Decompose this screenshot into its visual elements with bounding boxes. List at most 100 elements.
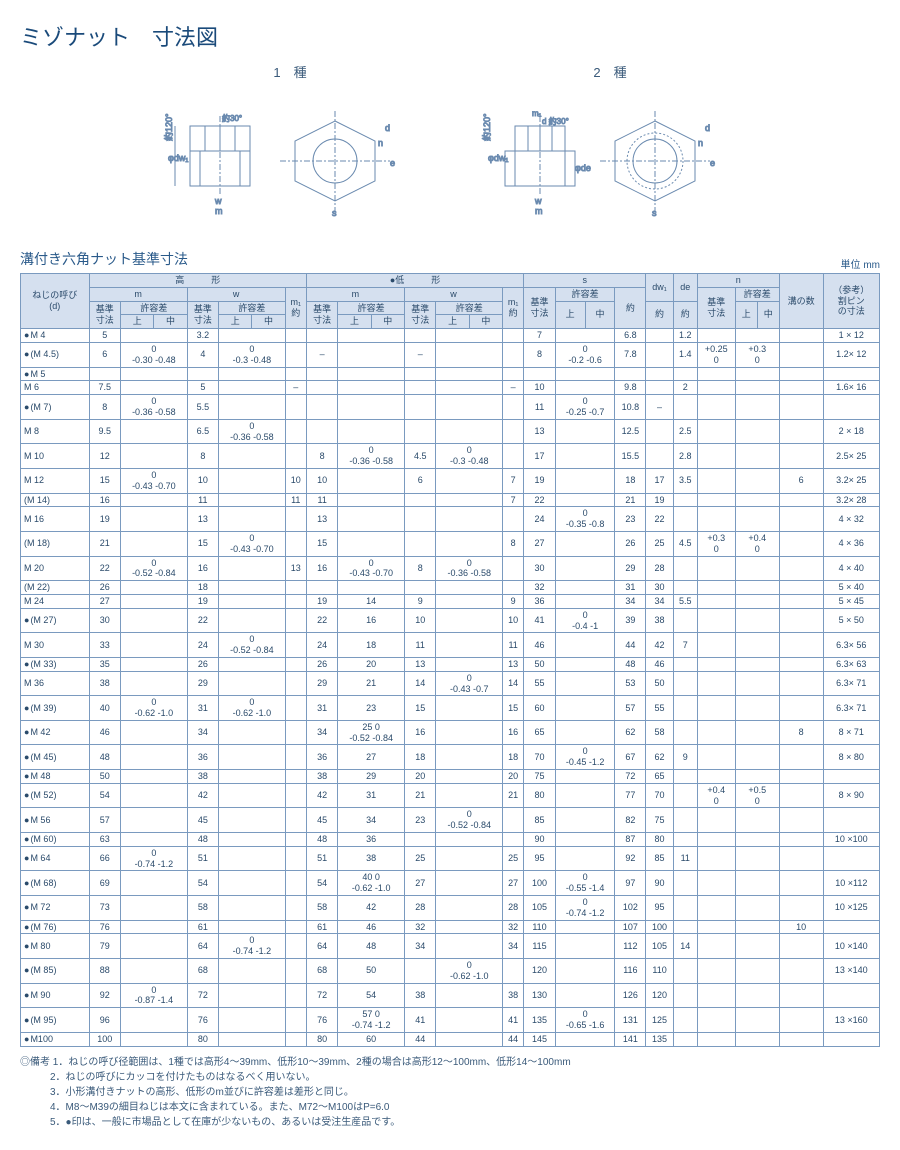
cell: 70 bbox=[524, 745, 556, 770]
cell bbox=[404, 419, 436, 444]
cell: 131 bbox=[615, 1008, 646, 1033]
hdr-low: ●低 形 bbox=[306, 274, 523, 288]
cell bbox=[735, 329, 779, 343]
cell: 9.5 bbox=[89, 419, 121, 444]
cell: 30 bbox=[646, 581, 673, 595]
cell: 44 bbox=[502, 1032, 523, 1046]
cell: (M 39) bbox=[21, 696, 90, 721]
cell: 2.8 bbox=[673, 444, 697, 469]
cell bbox=[735, 381, 779, 395]
cell: 34 bbox=[404, 934, 436, 959]
cell: 34 bbox=[615, 594, 646, 608]
cell: 48 bbox=[306, 833, 338, 847]
cell bbox=[338, 531, 405, 556]
cell bbox=[735, 871, 779, 896]
cell bbox=[404, 581, 436, 595]
hdr-lmbase: 基準寸法 bbox=[306, 301, 338, 329]
cell: 10 bbox=[285, 468, 306, 493]
cell: 31 bbox=[187, 696, 219, 721]
cell: 66 bbox=[89, 846, 121, 871]
hdr-dw: dw₁ bbox=[646, 274, 673, 302]
cell bbox=[697, 419, 735, 444]
cell: 29 bbox=[615, 556, 646, 581]
cell bbox=[673, 983, 697, 1008]
cell: 26 bbox=[187, 657, 219, 671]
cell bbox=[502, 444, 523, 469]
cell bbox=[338, 395, 405, 420]
svg-text:約120°: 約120° bbox=[163, 113, 174, 141]
cell bbox=[219, 581, 286, 595]
cell: 19 bbox=[89, 507, 121, 532]
cell bbox=[615, 367, 646, 381]
cell bbox=[823, 1032, 879, 1046]
cell: 51 bbox=[187, 846, 219, 871]
cell bbox=[338, 493, 405, 507]
cell: 9 bbox=[673, 745, 697, 770]
cell: 21 bbox=[615, 493, 646, 507]
cell bbox=[285, 696, 306, 721]
cell bbox=[673, 1008, 697, 1033]
cell: 10 bbox=[502, 608, 523, 633]
cell bbox=[306, 419, 338, 444]
cell: 115 bbox=[524, 934, 556, 959]
cell: 19 bbox=[306, 594, 338, 608]
hdr-de2: 約 bbox=[673, 301, 697, 329]
cell: 12 bbox=[89, 444, 121, 469]
cell: 97 bbox=[615, 871, 646, 896]
cell: 80 bbox=[306, 1032, 338, 1046]
cell: 33 bbox=[89, 633, 121, 658]
cell: 0-0.52 -0.84 bbox=[121, 556, 188, 581]
cell bbox=[436, 329, 503, 343]
hdr-w: w bbox=[187, 287, 285, 301]
cell bbox=[779, 770, 823, 784]
cell: 4.5 bbox=[404, 444, 436, 469]
cell: 0-0.36 -0.58 bbox=[436, 556, 503, 581]
cell: 54 bbox=[89, 783, 121, 808]
cell bbox=[555, 531, 615, 556]
table-row: (M 85)886868500-0.62 -1.012011611013 ×14… bbox=[21, 959, 880, 984]
cell: 64 bbox=[187, 934, 219, 959]
svg-text:d: d bbox=[385, 123, 390, 133]
cell bbox=[121, 608, 188, 633]
cell: 10 bbox=[524, 381, 556, 395]
cell: 6.3× 63 bbox=[823, 657, 879, 671]
cell bbox=[502, 507, 523, 532]
table-row: (M 4.5)60-0.30 -0.4840-0.3 -0.48––80-0.2… bbox=[21, 342, 880, 367]
cell: 3.5 bbox=[673, 468, 697, 493]
cell: M 42 bbox=[21, 720, 90, 745]
diagram-row: 1 種 φdw₁ 約120° w m 約30° bbox=[20, 62, 880, 229]
cell bbox=[436, 633, 503, 658]
cell: 15 bbox=[306, 531, 338, 556]
cell bbox=[555, 367, 615, 381]
cell bbox=[555, 808, 615, 833]
cell: 11 bbox=[673, 846, 697, 871]
cell: 95 bbox=[524, 846, 556, 871]
cell: 8 bbox=[502, 531, 523, 556]
cell: 77 bbox=[615, 783, 646, 808]
cell bbox=[219, 1032, 286, 1046]
svg-text:m: m bbox=[215, 206, 223, 216]
cell: 38 bbox=[187, 770, 219, 784]
cell: M 36 bbox=[21, 671, 90, 696]
cell: 11 bbox=[187, 493, 219, 507]
cell: 9 bbox=[502, 594, 523, 608]
cell: 25 bbox=[646, 531, 673, 556]
cell bbox=[121, 959, 188, 984]
remark-2: 2．ねじの呼びにカッコを付けたものはなるべく用いない。 bbox=[50, 1072, 316, 1083]
cell: 55 bbox=[646, 696, 673, 721]
cell: 7.8 bbox=[615, 342, 646, 367]
cell: 6.5 bbox=[187, 419, 219, 444]
cell bbox=[673, 395, 697, 420]
cell bbox=[219, 871, 286, 896]
cell: M 10 bbox=[21, 444, 90, 469]
cell: 20 bbox=[404, 770, 436, 784]
cell bbox=[673, 1032, 697, 1046]
cell: (M 85) bbox=[21, 959, 90, 984]
cell: 16 bbox=[187, 556, 219, 581]
cell bbox=[187, 367, 219, 381]
cell bbox=[697, 720, 735, 745]
cell bbox=[524, 367, 556, 381]
cell: (M 45) bbox=[21, 745, 90, 770]
cell: 0-0.74 -1.2 bbox=[121, 846, 188, 871]
cell: +0.30 bbox=[697, 531, 735, 556]
